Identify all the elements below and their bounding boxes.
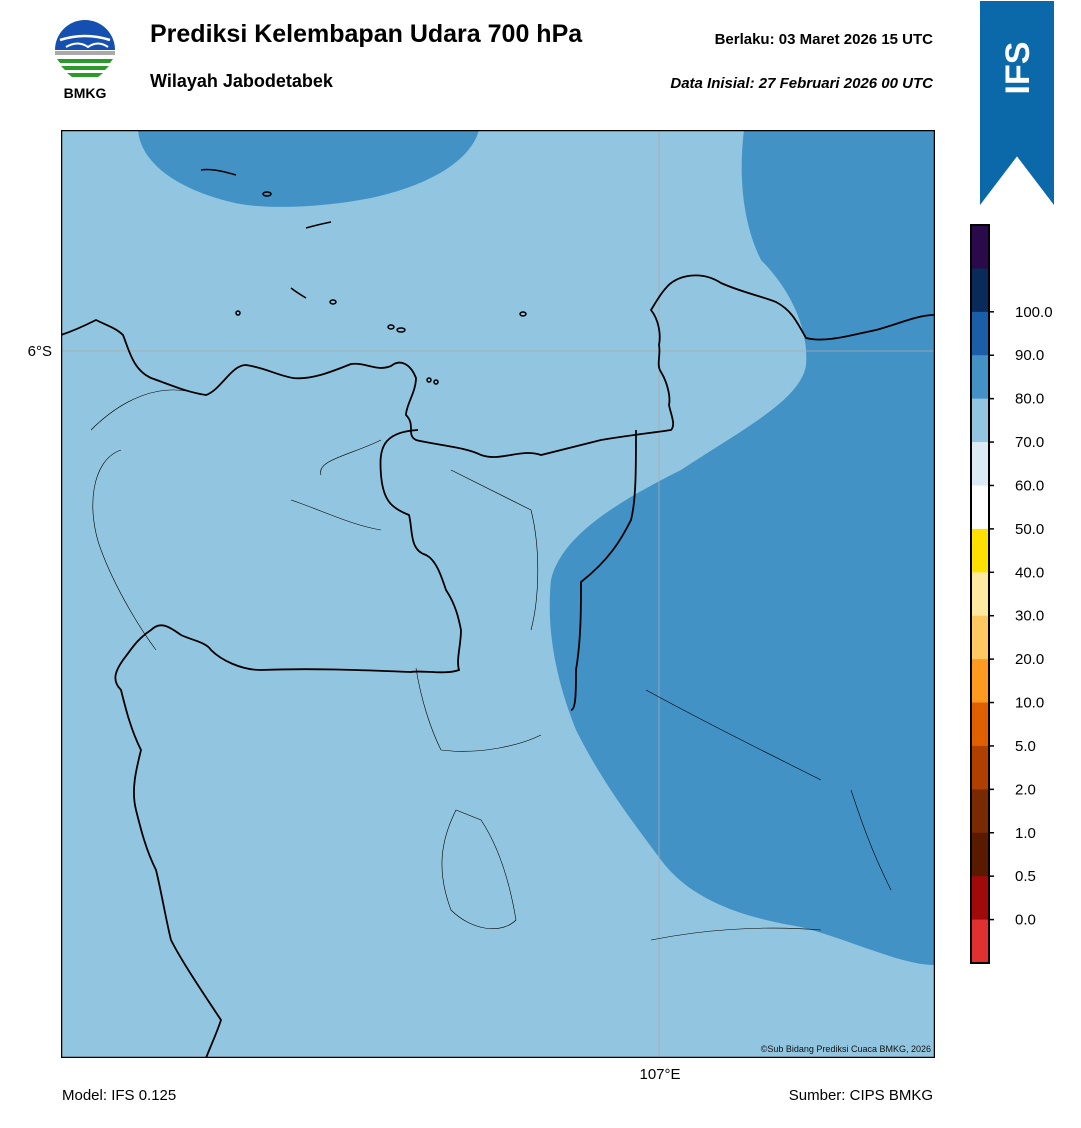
colorbar-segment	[971, 789, 989, 834]
colorbar-tick-label: 0.0	[1015, 912, 1036, 929]
colorbar-segment	[971, 745, 989, 790]
colorbar-segment	[971, 572, 989, 617]
colorbar-tick-label: 5.0	[1015, 738, 1036, 755]
colorbar-segment	[971, 832, 989, 877]
colorbar-segment	[971, 442, 989, 486]
colorbar-segment	[971, 311, 989, 356]
logo-text: BMKG	[64, 85, 107, 101]
model-label: Model: IFS 0.125	[62, 1087, 177, 1104]
humidity-zone-east	[549, 130, 935, 965]
colorbar-segment	[971, 615, 989, 660]
bmkg-logo: BMKG	[55, 20, 115, 101]
source-label: Sumber: CIPS BMKG	[788, 1087, 933, 1104]
coastline	[61, 274, 935, 458]
colorbar-tick-label: 70.0	[1015, 434, 1044, 451]
colorbar-segment	[971, 485, 989, 530]
province-border	[114, 429, 462, 1058]
district-borders	[90, 389, 892, 941]
colorbar-segment	[971, 398, 989, 443]
colorbar-tick-label: 80.0	[1015, 391, 1044, 408]
ifs-badge: IFS	[979, 0, 1055, 210]
colorbar-segment	[971, 919, 989, 964]
humidity-map: ©Sub Bidang Prediksi Cuaca BMKG, 2026	[61, 130, 935, 1058]
colorbar-tick-label: 0.5	[1015, 868, 1036, 885]
valid-time: Berlaku: 03 Maret 2026 15 UTC	[714, 31, 933, 48]
latitude-label: 6°S	[27, 343, 52, 360]
ifs-badge-text: IFS	[999, 42, 1037, 95]
init-time: Data Inisial: 27 Februari 2026 00 UTC	[670, 75, 933, 92]
chart-title: Prediksi Kelembapan Udara 700 hPa	[150, 20, 583, 48]
humidity-zone-top	[138, 130, 479, 207]
thousand-islands	[200, 168, 527, 385]
colorbar-segment	[971, 659, 989, 704]
colorbar-segment	[971, 355, 989, 400]
region-subtitle: Wilayah Jabodetabek	[150, 71, 333, 91]
colorbar-tick-label: 100.0	[1015, 304, 1053, 321]
colorbar-tick-label: 60.0	[1015, 477, 1044, 494]
colorbar-segment	[971, 528, 989, 573]
colorbar-frame	[970, 224, 990, 964]
colorbar-tick-label: 90.0	[1015, 347, 1044, 364]
colorbar-segment	[971, 876, 989, 921]
colorbar-tick-label: 40.0	[1015, 564, 1044, 581]
colorbar-legend: 100.0 90.0 80.0 70.0 60.0 50.0 40.0 30.0 20.0 10.…	[970, 224, 1053, 964]
copyright-text: ©Sub Bidang Prediksi Cuaca BMKG, 2026	[761, 1044, 931, 1054]
province-border-east	[570, 429, 637, 711]
colorbar-tick-label: 10.0	[1015, 695, 1044, 712]
colorbar-tick-label: 30.0	[1015, 608, 1044, 625]
longitude-label: 107°E	[639, 1066, 681, 1083]
colorbar-segment	[971, 702, 989, 747]
colorbar-segment	[971, 225, 989, 269]
colorbar-tick-label: 20.0	[1015, 651, 1044, 668]
colorbar-tick-label: 1.0	[1015, 825, 1036, 842]
colorbar-tick-label: 2.0	[1015, 781, 1036, 798]
colorbar-segment	[971, 268, 989, 313]
colorbar-tick-label: 50.0	[1015, 521, 1044, 538]
